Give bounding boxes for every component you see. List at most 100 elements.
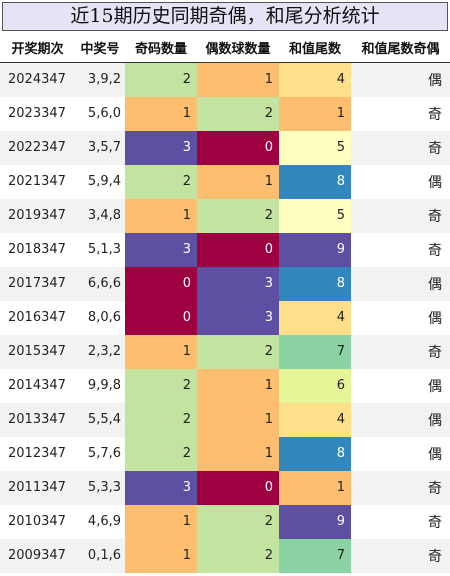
tail-parity-cell: 奇 — [351, 198, 450, 233]
sum-tail-cell: 4 — [279, 62, 351, 97]
period-cell: 2014347 — [0, 368, 75, 403]
odd-count-cell: 3 — [125, 130, 197, 165]
even-count-cell: 1 — [197, 368, 279, 403]
period-cell: 2022347 — [0, 130, 75, 165]
sum-tail-cell: 9 — [279, 232, 351, 267]
even-count-cell: 2 — [197, 538, 279, 573]
tail-parity-cell: 偶 — [351, 266, 450, 301]
numbers-cell: 4,6,9 — [75, 504, 125, 539]
numbers-cell: 5,6,0 — [75, 96, 125, 131]
tail-parity-cell: 偶 — [351, 164, 450, 199]
numbers-cell: 5,7,6 — [75, 436, 125, 471]
tail-parity-cell: 奇 — [351, 504, 450, 539]
odd-count-cell: 2 — [125, 436, 197, 471]
odd-count-cell: 1 — [125, 96, 197, 131]
odd-count-cell: 0 — [125, 266, 197, 301]
table-row: 2023347 5,6,0 1 2 1 奇 — [0, 96, 450, 131]
numbers-cell: 3,9,2 — [75, 62, 125, 97]
even-count-cell: 0 — [197, 470, 279, 505]
tail-parity-cell: 奇 — [351, 96, 450, 131]
table-row: 2014347 9,9,8 2 1 6 偶 — [0, 368, 450, 403]
odd-count-cell: 2 — [125, 164, 197, 199]
tail-parity-cell: 偶 — [351, 402, 450, 437]
numbers-cell: 5,3,3 — [75, 470, 125, 505]
numbers-cell: 5,9,4 — [75, 164, 125, 199]
even-count-cell: 3 — [197, 300, 279, 335]
even-count-cell: 2 — [197, 96, 279, 131]
period-cell: 2021347 — [0, 164, 75, 199]
table-title: 近15期历史同期奇偶，和尾分析统计 — [2, 2, 448, 31]
col-header-even-count: 偶数球数量 — [197, 32, 279, 63]
sum-tail-cell: 1 — [279, 470, 351, 505]
odd-count-cell: 1 — [125, 538, 197, 573]
sum-tail-cell: 6 — [279, 368, 351, 403]
even-count-cell: 2 — [197, 504, 279, 539]
even-count-cell: 0 — [197, 130, 279, 165]
sum-tail-cell: 7 — [279, 334, 351, 369]
period-cell: 2009347 — [0, 538, 75, 573]
tail-parity-cell: 偶 — [351, 368, 450, 403]
sum-tail-cell: 4 — [279, 402, 351, 437]
table-row: 2012347 5,7,6 2 1 8 偶 — [0, 436, 450, 471]
tail-parity-cell: 奇 — [351, 470, 450, 505]
table-row: 2009347 0,1,6 1 2 7 奇 — [0, 538, 450, 573]
even-count-cell: 3 — [197, 266, 279, 301]
numbers-cell: 3,4,8 — [75, 198, 125, 233]
tail-parity-cell: 奇 — [351, 334, 450, 369]
numbers-cell: 8,0,6 — [75, 300, 125, 335]
period-cell: 2023347 — [0, 96, 75, 131]
col-header-odd-count: 奇码数量 — [125, 32, 197, 63]
tail-parity-cell: 奇 — [351, 130, 450, 165]
numbers-cell: 3,5,7 — [75, 130, 125, 165]
odd-count-cell: 2 — [125, 368, 197, 403]
even-count-cell: 2 — [197, 198, 279, 233]
odd-count-cell: 3 — [125, 470, 197, 505]
table-row: 2016347 8,0,6 0 3 4 偶 — [0, 300, 450, 335]
col-header-numbers: 中奖号 — [75, 32, 125, 63]
numbers-cell: 6,6,6 — [75, 266, 125, 301]
odd-count-cell: 2 — [125, 402, 197, 437]
even-count-cell: 1 — [197, 164, 279, 199]
odd-count-cell: 1 — [125, 198, 197, 233]
table-row: 2010347 4,6,9 1 2 9 奇 — [0, 504, 450, 539]
odd-count-cell: 3 — [125, 232, 197, 267]
col-header-period: 开奖期次 — [0, 32, 75, 63]
period-cell: 2024347 — [0, 62, 75, 97]
sum-tail-cell: 4 — [279, 300, 351, 335]
period-cell: 2018347 — [0, 232, 75, 267]
period-cell: 2012347 — [0, 436, 75, 471]
even-count-cell: 2 — [197, 334, 279, 369]
even-count-cell: 0 — [197, 232, 279, 267]
sum-tail-cell: 9 — [279, 504, 351, 539]
table-row: 2011347 5,3,3 3 0 1 奇 — [0, 470, 450, 505]
numbers-cell: 5,1,3 — [75, 232, 125, 267]
numbers-cell: 9,9,8 — [75, 368, 125, 403]
sum-tail-cell: 8 — [279, 164, 351, 199]
even-count-cell: 1 — [197, 436, 279, 471]
table-row: 2017347 6,6,6 0 3 8 偶 — [0, 266, 450, 301]
sum-tail-cell: 1 — [279, 96, 351, 131]
table-body: 2024347 3,9,2 2 1 4 偶 2023347 5,6,0 1 2 1 奇 2022347 3… — [0, 62, 450, 573]
period-cell: 2011347 — [0, 470, 75, 505]
header-row: 开奖期次 中奖号 奇码数量 偶数球数量 和值尾数 和值尾数奇偶 — [0, 32, 450, 63]
col-header-tail-parity: 和值尾数奇偶 — [351, 32, 450, 63]
period-cell: 2010347 — [0, 504, 75, 539]
col-header-sum-tail: 和值尾数 — [279, 32, 351, 63]
numbers-cell: 0,1,6 — [75, 538, 125, 573]
odd-count-cell: 1 — [125, 504, 197, 539]
tail-parity-cell: 偶 — [351, 62, 450, 97]
table-row: 2024347 3,9,2 2 1 4 偶 — [0, 62, 450, 97]
period-cell: 2017347 — [0, 266, 75, 301]
odd-count-cell: 1 — [125, 334, 197, 369]
table-row: 2018347 5,1,3 3 0 9 奇 — [0, 232, 450, 267]
odd-count-cell: 0 — [125, 300, 197, 335]
period-cell: 2013347 — [0, 402, 75, 437]
table-row: 2015347 2,3,2 1 2 7 奇 — [0, 334, 450, 369]
sum-tail-cell: 8 — [279, 266, 351, 301]
table-row: 2021347 5,9,4 2 1 8 偶 — [0, 164, 450, 199]
numbers-cell: 5,5,4 — [75, 402, 125, 437]
sum-tail-cell: 7 — [279, 538, 351, 573]
numbers-cell: 2,3,2 — [75, 334, 125, 369]
sum-tail-cell: 5 — [279, 198, 351, 233]
even-count-cell: 1 — [197, 402, 279, 437]
